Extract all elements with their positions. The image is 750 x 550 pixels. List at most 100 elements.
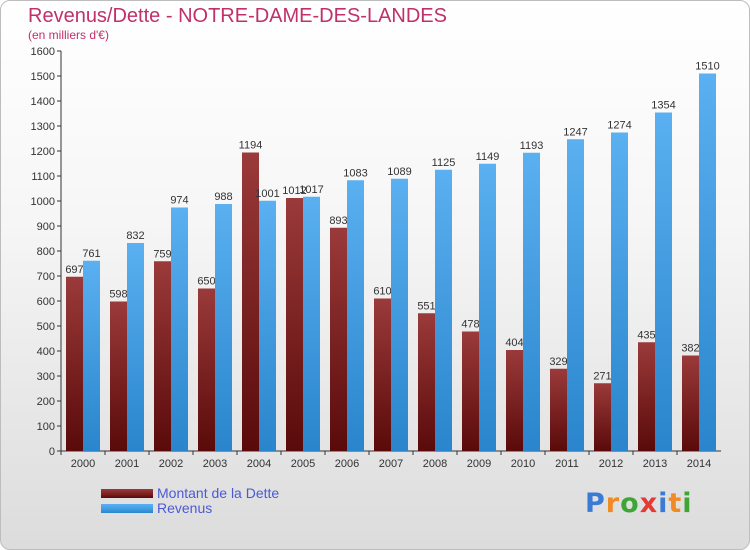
bar-dette [550, 368, 567, 451]
data-label-revenus: 1125 [432, 157, 456, 169]
bar-dette [506, 350, 523, 451]
bar-revenus [523, 152, 540, 451]
logo-letter: i [682, 488, 693, 519]
x-tick-label: 2014 [687, 458, 711, 470]
data-label-dette: 610 [373, 286, 391, 298]
x-tick-label: 2004 [247, 458, 271, 470]
data-label-dette: 697 [65, 264, 83, 276]
y-tick-label: 400 [37, 346, 55, 358]
y-tick-label: 1000 [31, 196, 55, 208]
bar-revenus [391, 178, 408, 451]
data-label-dette: 329 [549, 356, 567, 368]
data-label-dette: 271 [593, 370, 611, 382]
bar-revenus [699, 73, 716, 451]
bar-revenus [127, 243, 144, 451]
bar-revenus [215, 204, 232, 451]
data-label-revenus: 1017 [299, 184, 323, 196]
bar-dette [286, 198, 303, 451]
logo-letter: x [639, 488, 659, 519]
data-label-dette: 1012 [282, 185, 306, 197]
x-tick-label: 2001 [115, 458, 139, 470]
bar-dette [638, 342, 655, 451]
x-tick-label: 2008 [423, 458, 447, 470]
data-label-revenus: 1149 [476, 151, 500, 163]
bar-revenus [83, 260, 100, 451]
y-tick-label: 1400 [31, 96, 55, 108]
data-label-dette: 435 [637, 329, 655, 341]
data-label-revenus: 1274 [607, 120, 631, 132]
y-tick-label: 1600 [31, 46, 55, 58]
bar-dette [198, 288, 215, 451]
logo-letter: P [585, 488, 606, 519]
x-tick-label: 2009 [467, 458, 491, 470]
legend-label-dette: Montant de la Dette [157, 485, 280, 501]
x-tick-label: 2013 [643, 458, 667, 470]
legend-label-revenus: Revenus [157, 500, 213, 516]
x-tick-label: 2010 [511, 458, 535, 470]
chart-title: Revenus/Dette - NOTRE-DAME-DES-LANDES [28, 5, 447, 27]
bar-dette [682, 355, 699, 451]
y-tick-label: 0 [49, 446, 55, 458]
data-label-revenus: 988 [214, 191, 232, 203]
bar-dette [374, 298, 391, 451]
bar-revenus [303, 196, 320, 451]
data-label-revenus: 1354 [651, 100, 675, 112]
bar-dette [462, 331, 479, 451]
legend-swatch-revenus [101, 504, 153, 513]
bar-dette [330, 227, 347, 451]
data-label-revenus: 832 [126, 230, 144, 242]
y-tick-label: 500 [37, 321, 55, 333]
logo-letter: o [620, 488, 640, 519]
bar-revenus [435, 169, 452, 451]
data-label-revenus: 761 [82, 248, 100, 260]
bar-revenus [655, 112, 672, 451]
x-tick-label: 2000 [71, 458, 95, 470]
x-tick-label: 2003 [203, 458, 227, 470]
data-label-dette: 893 [329, 215, 347, 227]
data-label-dette: 404 [505, 337, 523, 349]
bar-revenus [479, 163, 496, 451]
bar-dette [66, 276, 83, 451]
x-tick-label: 2011 [555, 458, 579, 470]
data-label-dette: 759 [153, 248, 171, 260]
x-tick-label: 2012 [599, 458, 623, 470]
bar-dette [242, 152, 259, 451]
bar-dette [154, 261, 171, 451]
y-tick-label: 1100 [31, 171, 55, 183]
y-tick-label: 1300 [31, 121, 55, 133]
proxiti-logo: Proxiti [585, 488, 693, 519]
logo-letter: t [668, 488, 683, 519]
data-label-dette: 650 [197, 276, 215, 288]
data-label-dette: 478 [461, 319, 479, 331]
bar-dette [418, 313, 435, 451]
bar-revenus [347, 180, 364, 451]
logo-letter: i [658, 488, 669, 519]
y-tick-label: 300 [37, 371, 55, 383]
bar-dette [594, 383, 611, 451]
data-label-revenus: 1001 [255, 188, 279, 200]
data-label-revenus: 1247 [563, 126, 587, 138]
data-label-revenus: 1083 [343, 167, 367, 179]
data-label-dette: 551 [417, 300, 435, 312]
data-label-revenus: 1089 [387, 166, 411, 178]
y-tick-label: 600 [37, 296, 55, 308]
bar-revenus [171, 207, 188, 451]
x-tick-label: 2006 [335, 458, 359, 470]
y-tick-label: 200 [37, 396, 55, 408]
x-tick-label: 2005 [291, 458, 315, 470]
data-label-revenus: 1510 [695, 61, 719, 73]
y-tick-label: 800 [37, 246, 55, 258]
data-label-dette: 1194 [239, 140, 263, 152]
legend-swatch-dette [101, 489, 153, 498]
bar-revenus [259, 200, 276, 451]
x-tick-label: 2007 [379, 458, 403, 470]
bar-revenus [611, 132, 628, 451]
bar-revenus [567, 139, 584, 451]
data-label-dette: 598 [109, 289, 127, 301]
data-label-revenus: 974 [170, 195, 188, 207]
y-tick-label: 700 [37, 271, 55, 283]
data-label-dette: 382 [681, 343, 699, 355]
bar-dette [110, 301, 127, 451]
